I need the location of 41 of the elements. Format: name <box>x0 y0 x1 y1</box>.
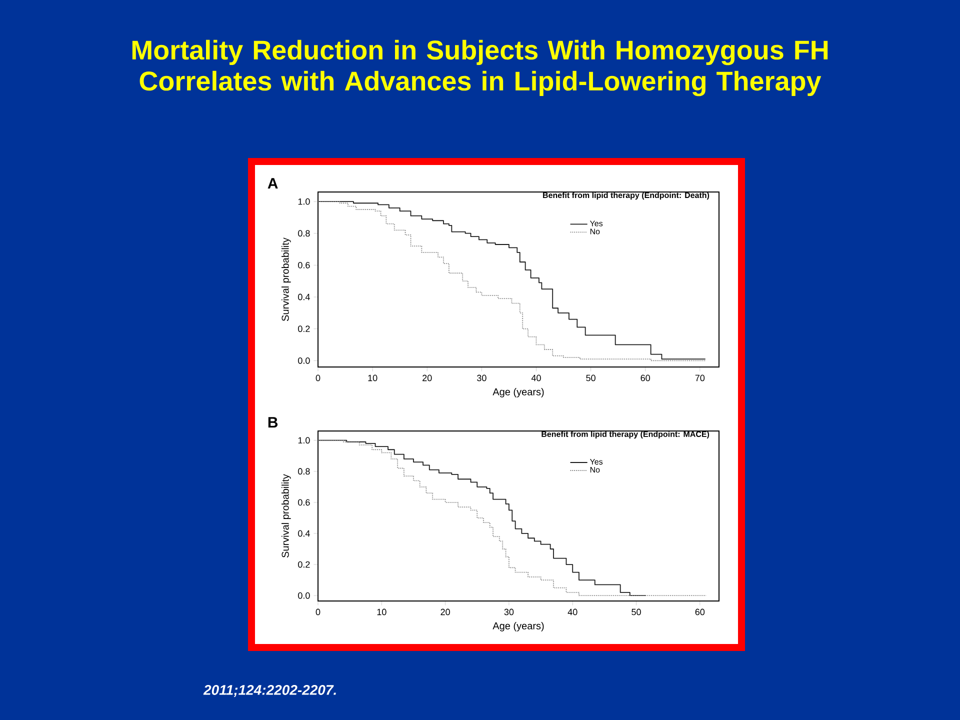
x-tick-label: 20 <box>422 374 432 382</box>
x-tick-label: 20 <box>440 608 450 616</box>
x-tick-label: 50 <box>632 608 641 616</box>
x-tick-label: 50 <box>586 374 596 382</box>
x-tick-label: 70 <box>695 374 705 382</box>
chart-title: Benefit from lipid therapy (Endpoint: Death) <box>543 192 710 200</box>
text: A <box>268 178 278 188</box>
text: 2011;124:2202-2207. <box>203 685 336 697</box>
y-tick-label: 1.0 <box>298 198 310 205</box>
x-tick-label: 60 <box>640 374 650 382</box>
x-axis-title: Age (years) <box>492 622 544 632</box>
y-tick-label: 0.2 <box>298 326 310 332</box>
x-tick-label: 30 <box>477 374 486 382</box>
x-tick-label: 10 <box>377 608 386 616</box>
y-axis-title: Survival probability <box>282 474 291 558</box>
legend-label: No <box>590 467 600 473</box>
legend-label: Yes <box>590 220 603 226</box>
text: Mortality Reduction in Subjects With Homozygous FH Correlates with Advances in Lipid-Lowering Therapy <box>132 40 828 96</box>
legend-label: Yes <box>590 458 603 465</box>
legend-label: No <box>590 228 600 234</box>
y-tick-label: 0.4 <box>298 530 310 537</box>
x-tick-label: 60 <box>695 608 705 616</box>
text: B <box>268 417 278 428</box>
x-axis-title: Age (years) <box>492 388 544 398</box>
x-tick-label: 0 <box>316 374 320 382</box>
x-tick-label: 40 <box>531 374 541 382</box>
y-tick-label: 0.0 <box>298 357 310 364</box>
x-tick-label: 40 <box>568 608 578 616</box>
y-tick-label: 0.6 <box>298 499 310 506</box>
x-tick-label: 0 <box>316 608 320 616</box>
y-tick-label: 0.8 <box>298 468 310 475</box>
y-tick-label: 0.4 <box>298 294 310 300</box>
y-tick-label: 1.0 <box>298 437 310 444</box>
y-axis-title: Survival probability <box>282 238 291 322</box>
y-tick-label: 0.6 <box>298 262 310 268</box>
y-tick-label: 0.2 <box>298 561 310 568</box>
x-tick-label: 30 <box>504 608 514 616</box>
y-tick-label: 0.0 <box>298 592 310 599</box>
chart-title: Benefit from lipid therapy (Endpoint: MACE) <box>542 431 710 439</box>
x-tick-label: 10 <box>368 374 378 382</box>
y-tick-label: 0.8 <box>298 230 310 237</box>
